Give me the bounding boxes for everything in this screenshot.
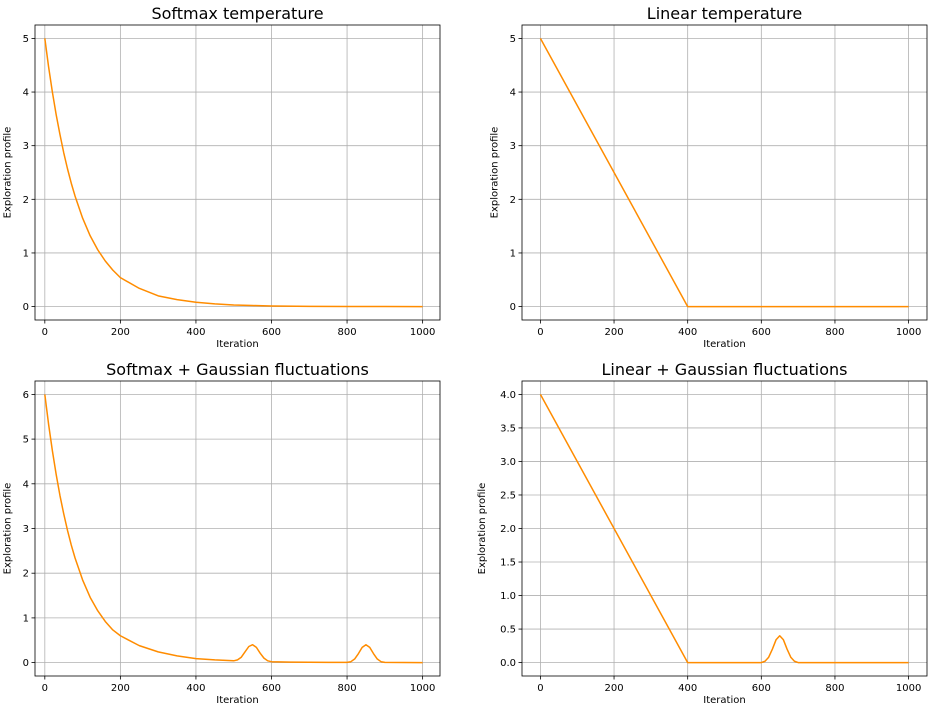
y-tick-label: 3.5 — [500, 423, 516, 434]
y-tick-label: 1 — [510, 248, 516, 259]
y-tick-label: 1 — [23, 613, 29, 624]
chart-title: Linear temperature — [647, 4, 802, 23]
y-tick-label: 2 — [510, 195, 516, 206]
x-tick-label: 1000 — [410, 327, 435, 338]
y-tick-label: 4 — [510, 88, 516, 99]
y-axis-label: Exploration profile — [490, 127, 501, 219]
x-tick-label: 400 — [186, 683, 205, 694]
x-tick-label: 800 — [825, 683, 844, 694]
x-tick-label: 0 — [537, 327, 543, 338]
x-tick-label: 0 — [42, 683, 48, 694]
axes-frame — [521, 24, 928, 321]
axes-frame — [34, 24, 441, 321]
x-tick-label: 600 — [752, 327, 771, 338]
x-tick-label: 1000 — [896, 327, 921, 338]
x-tick-label: 0 — [537, 683, 543, 694]
chart-title: Softmax temperature — [151, 4, 323, 23]
x-tick-label: 200 — [111, 683, 130, 694]
y-tick-label: 0 — [23, 302, 29, 313]
x-tick-label: 200 — [604, 683, 623, 694]
y-tick-label: 3 — [510, 141, 516, 152]
x-tick-label: 600 — [262, 327, 281, 338]
y-tick-label: 4.0 — [500, 390, 516, 401]
x-tick-label: 800 — [338, 327, 357, 338]
x-tick-label: 200 — [604, 327, 623, 338]
y-tick-label: 5 — [23, 34, 29, 45]
y-axis-label: Exploration profile — [3, 483, 14, 575]
x-tick-label: 0 — [42, 327, 48, 338]
x-tick-label: 800 — [338, 683, 357, 694]
y-tick-label: 6 — [23, 390, 29, 401]
x-tick-label: 400 — [186, 327, 205, 338]
x-axis-label: Iteration — [216, 695, 258, 706]
y-tick-label: 0 — [23, 658, 29, 669]
x-axis-label: Iteration — [703, 339, 745, 350]
x-tick-label: 600 — [262, 683, 281, 694]
chart-title: Linear + Gaussian fluctuations — [601, 360, 847, 379]
y-tick-label: 4 — [23, 479, 29, 490]
y-tick-label: 3.0 — [500, 457, 516, 468]
y-tick-label: 0.5 — [500, 625, 516, 636]
subplot-3: 0 200 400 600 800 1000 0 1 2 3 4 5 6 Softmax + Gaussi… — [3, 360, 441, 706]
subplot-2: 0 200 400 600 800 1000 0 1 2 3 4 5 Linear temperatur… — [490, 4, 928, 350]
y-axis-label: Exploration profile — [3, 127, 14, 219]
y-axis-label: Exploration profile — [477, 483, 488, 575]
x-tick-label: 1000 — [410, 683, 435, 694]
y-tick-label: 3 — [23, 141, 29, 152]
x-tick-label: 600 — [752, 683, 771, 694]
series-line-1 — [44, 38, 423, 308]
chart-title: Softmax + Gaussian fluctuations — [106, 360, 369, 379]
y-tick-label: 1.5 — [500, 558, 516, 569]
y-tick-label: 1.0 — [500, 591, 516, 602]
y-tick-label: 2 — [23, 569, 29, 580]
y-tick-label: 2 — [23, 195, 29, 206]
x-tick-label: 200 — [111, 327, 130, 338]
x-axis-label: Iteration — [703, 695, 745, 706]
x-tick-label: 400 — [678, 327, 697, 338]
y-tick-label: 5 — [23, 435, 29, 446]
series-line-1 — [539, 394, 909, 664]
x-tick-label: 1000 — [896, 683, 921, 694]
subplot-4: 0 200 400 600 800 1000 0.0 0.5 1.0 1.5 2.0 2.5 3.0 3.… — [477, 360, 928, 706]
series-line-1 — [44, 394, 423, 664]
y-tick-label: 0.0 — [500, 658, 516, 669]
y-tick-label: 0 — [510, 302, 516, 313]
y-tick-label: 3 — [23, 524, 29, 535]
y-tick-label: 2.5 — [500, 490, 516, 501]
subplot-1: 0 200 400 600 800 1000 0 1 2 3 4 5 Softmax temperatu… — [3, 4, 441, 350]
x-tick-label: 800 — [825, 327, 844, 338]
y-tick-label: 2.0 — [500, 524, 516, 535]
y-tick-label: 1 — [23, 248, 29, 259]
y-tick-label: 4 — [23, 88, 29, 99]
y-tick-label: 5 — [510, 34, 516, 45]
x-tick-label: 400 — [678, 683, 697, 694]
series-line-1 — [539, 38, 909, 308]
x-axis-label: Iteration — [216, 339, 258, 350]
